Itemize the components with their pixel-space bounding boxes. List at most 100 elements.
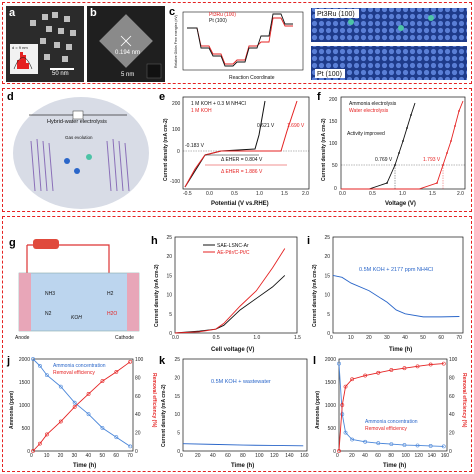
svg-l-y2tick-5: 100 [449,357,458,363]
svg-k-ytick-5: 25 [174,357,180,363]
f-ann-2: 1.793 V [423,157,441,163]
svg-l-point [402,366,407,371]
svg-j-point [44,432,49,437]
svg-k-ytick-1: 5 [177,431,180,437]
f-ylabel: Current density (mA cm-2) [321,118,327,181]
l-ylabel: Ammonia (ppm) [315,391,321,429]
svg-k-ytick-3: 15 [174,394,180,400]
k-ylabel: Current density (mA cm-2) [161,384,167,447]
svg-i-xtick-5: 50 [420,335,426,341]
svg-j-point [86,412,91,417]
e-xtick-0: -0.5 [183,191,192,197]
f-xtick-1: 0.5 [369,191,376,197]
energy-profile-c: c Reaction Coordinate Relative Gibbs Fre… [169,6,309,82]
e-ylabel: Current density (mA cm-2) [163,118,169,181]
svg-l-xtick-7: 140 [428,453,437,459]
lattice-spacing: 0.194 nm [115,50,141,56]
svg-l-y2tick-3: 60 [449,394,455,400]
slab-drawing: Pt3Ru (100) Pt (100) [311,8,467,80]
chart-k: 0.5M KOH + wastewater Time (h) Current d… [161,357,309,469]
svg-k-xtick-5: 100 [255,453,264,459]
svg-i-xtick-6: 60 [438,335,444,341]
svg-i-xtick-0: 0 [330,335,333,341]
e-ann-2: 1.690 V [287,123,305,129]
svg-j-ytick-2: 1000 [19,403,30,409]
svg-l-xtick-5: 100 [401,453,410,459]
e-ann-0: 0.621 V [257,123,275,129]
svg-l-xtick-6: 120 [415,453,424,459]
l-legend-1: Removal efficiency [365,426,407,432]
svg-j-y2tick-3: 60 [135,394,141,400]
svg-h-xtick-1: 0.5 [213,335,220,341]
svg-l-point [441,444,446,449]
svg-l-point [350,377,354,382]
svg-j-y2tick-0: 0 [135,449,138,455]
j-legend-1: Removal efficiency [53,370,95,376]
svg-j-point [72,404,77,409]
f-xtick-2: 1.0 [399,191,406,197]
svg-h-ytick-4: 20 [166,254,172,260]
svg-i-xtick-1: 10 [348,335,354,341]
e-xtick-3: 1.0 [256,191,263,197]
structure-label-1: Pt (100) [317,71,342,78]
svg-l-point [428,444,433,448]
svg-i-xtick-7: 70 [456,335,462,341]
inset-diameter: d = 9 nm [12,45,28,50]
svg-h-series-1 [174,248,286,334]
svg-j-xtick-0: 0 [30,453,33,459]
lattice-image [99,14,162,79]
svg-l-ytick-2: 1000 [325,403,336,409]
l-y2label: Removal efficiency (%) [461,373,467,428]
svg-l-point [363,373,368,378]
e-ytick-1: 0 [177,149,180,155]
svg-l-point [415,364,420,369]
svg-l-point [441,361,446,366]
svg-j-ytick-3: 1500 [19,380,30,386]
e-ytick-3: 200 [172,101,181,107]
slab-structures: Pt3Ru (100) Pt (100) [311,6,469,82]
svg-i-xtick-4: 40 [402,335,408,341]
electrolyzer-schematic: NH3 H2 N2 H2O KOH Anode Cathode [15,239,140,341]
panel-letter-a: a [9,7,16,19]
chart-h: SAE-LSNC-Ar AE-PtIr/C-Pt/C Cell voltage … [154,235,301,353]
panel-letter-b: b [90,7,97,19]
panel-letter-i: i [307,235,311,247]
svg-j-point [31,357,35,361]
svg-l-point [376,441,381,446]
f-xtick-3: 1.5 [429,191,436,197]
svg-k-xtick-3: 60 [225,453,231,459]
c-ylabel: Relative Gibbs Free energies (eV) [174,15,178,68]
energy-chart: Reaction Coordinate Relative Gibbs Free … [174,11,304,81]
e-ann-3: Δ EHER = 0.804 V [221,157,263,163]
e-xtick-2: 0.5 [231,191,238,197]
i-ylabel: Current density (mA cm-2) [312,264,318,327]
svg-h-xtick-2: 1.0 [253,335,260,341]
e-xlabel: Potential (V vs.RHE) [211,201,269,207]
g-label-1: H2 [107,291,114,297]
e-xtick-5: 2.0 [302,191,309,197]
svg-l-ytick-4: 2000 [325,357,336,363]
panel-letter-l: l [313,355,317,367]
k-xlabel: Time (h) [231,463,254,469]
g-label-5: Anode [15,335,30,341]
g-label-0: NH3 [45,291,55,297]
svg-l-point [337,361,341,366]
f-ytick-2: 100 [329,141,338,147]
f-legend-0: Ammonia electrolysis [349,101,397,107]
f-xtick-4: 2.0 [457,191,464,197]
svg-h-ytick-1: 5 [169,312,172,318]
panel-letter-d: d [7,91,14,103]
panel-letter-f: f [317,91,321,103]
c-legend-0: Pt3Ru (100) [209,12,236,18]
i-note: 0.5M KOH + 2177 ppm NH4Cl [359,267,433,273]
histogram-icon [13,52,33,70]
svg-l-xtick-2: 40 [362,453,368,459]
chart-i: 0.5M KOH + 2177 ppm NH4Cl Time (h) Curre… [312,235,464,353]
e-ytick-0: -100 [170,179,180,185]
svg-l-point [337,449,341,453]
f-ann-0: Activity improved [347,131,385,137]
e-legend-1: 1 M KOH [191,108,212,114]
svg-l-point [343,430,348,435]
svg-j-point [72,400,77,405]
svg-j-point [86,392,91,396]
